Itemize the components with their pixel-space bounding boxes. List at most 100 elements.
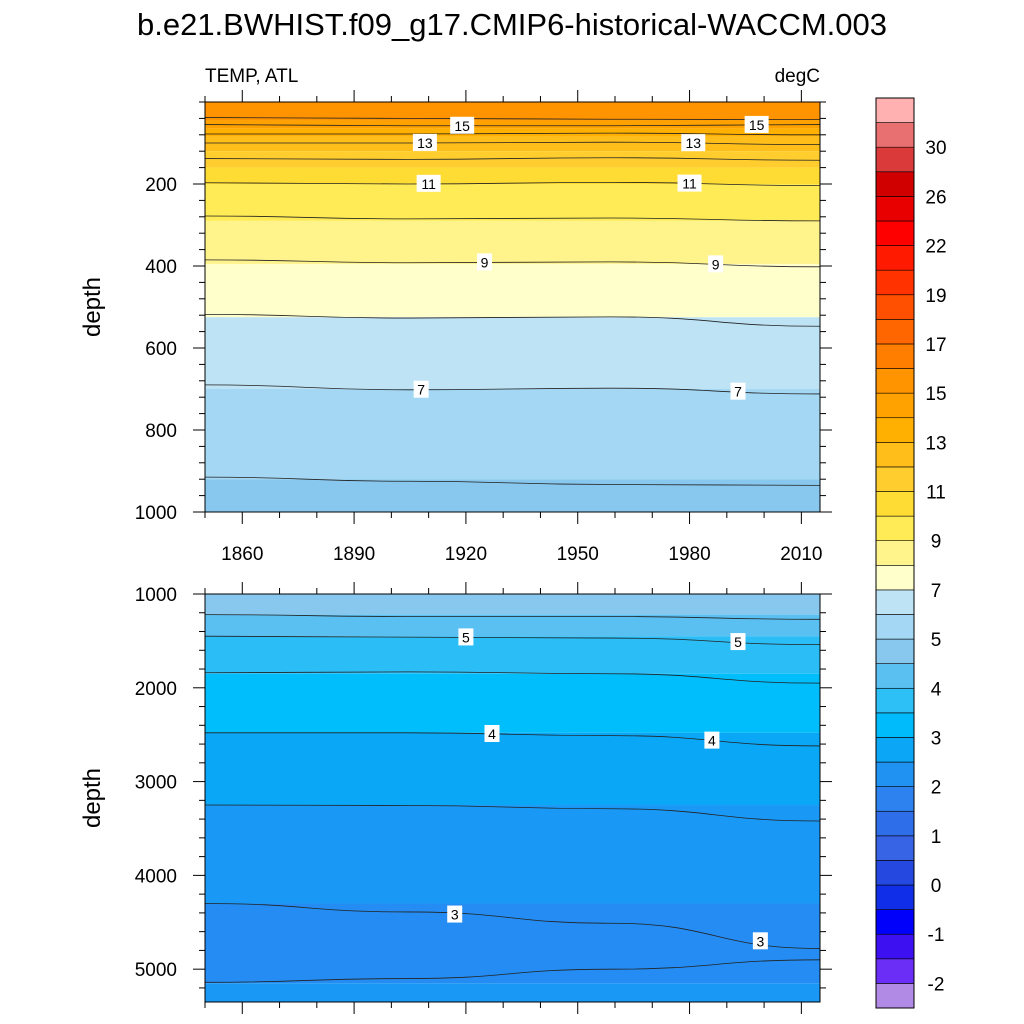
contour-label-1-5-1: 3 bbox=[756, 933, 764, 949]
y-tick-label: 600 bbox=[145, 339, 177, 360]
colorbar-swatch bbox=[875, 146, 915, 173]
contour-line-0-3 bbox=[205, 141, 820, 146]
contour-label-bg bbox=[477, 253, 493, 271]
colorbar-label: 0 bbox=[931, 876, 942, 897]
colorbar-swatch bbox=[875, 958, 915, 984]
colorbar-swatch bbox=[875, 564, 915, 591]
x-tick-label: 1920 bbox=[445, 544, 487, 565]
colorbar-swatch bbox=[875, 933, 915, 960]
contour-label-bg bbox=[458, 628, 474, 646]
contour-label-bg bbox=[681, 134, 706, 152]
y-tick-label: 800 bbox=[145, 421, 177, 442]
x-tick-label: 1890 bbox=[333, 544, 375, 565]
contour-label-bg bbox=[412, 133, 437, 151]
y-tick-label: 2000 bbox=[135, 679, 177, 700]
band-0-0 bbox=[205, 102, 820, 121]
band-0-4 bbox=[205, 151, 820, 168]
contour-line-0-5 bbox=[205, 181, 820, 187]
band-1-3 bbox=[205, 673, 820, 733]
contour-label-0-3-0: 13 bbox=[417, 135, 433, 151]
contour-label-bg bbox=[730, 633, 746, 651]
colorbar-label: 19 bbox=[925, 286, 946, 307]
contour-label-0-1-1: 15 bbox=[749, 117, 765, 133]
contour-line-1-5 bbox=[205, 903, 820, 949]
contour-line-1-2 bbox=[205, 671, 820, 684]
lower-panel: 5 5 4 4 3 3 1000 2000 3000 4000 5000 depth bbox=[79, 582, 832, 1014]
contour-line-1-6 bbox=[205, 959, 820, 983]
x-tick-label: 1980 bbox=[668, 544, 710, 565]
y-axis-label: depth bbox=[79, 277, 106, 337]
contour-label-0-3-1: 13 bbox=[685, 135, 701, 151]
colorbar-label: -1 bbox=[928, 925, 945, 946]
contour-label-0-9-1: 7 bbox=[734, 384, 742, 400]
figure-title: b.e21.BWHIST.f09_g17.CMIP6-historical-WA… bbox=[137, 7, 887, 42]
band-0-1 bbox=[205, 120, 820, 129]
y-tick-label: 3000 bbox=[135, 773, 177, 794]
contour-line-0-2 bbox=[205, 132, 820, 136]
contour-label-bg bbox=[413, 380, 429, 398]
contour-label-0-7-1: 9 bbox=[712, 256, 720, 272]
band-0-7 bbox=[205, 220, 820, 264]
contour-label-1-3-0: 4 bbox=[488, 726, 496, 742]
colorbar-swatch bbox=[875, 392, 915, 419]
colorbar-swatch bbox=[875, 442, 915, 468]
contour-label-bg bbox=[730, 382, 746, 400]
band-0-5 bbox=[205, 167, 820, 184]
contour-line-0-1 bbox=[205, 124, 820, 127]
contour-label-0-5-0: 11 bbox=[421, 176, 436, 192]
contour-label-bg bbox=[704, 731, 720, 749]
colorbar-label: 22 bbox=[925, 237, 946, 258]
units-subtitle: degC bbox=[775, 66, 820, 87]
contour-label-0-1-0: 15 bbox=[454, 118, 470, 134]
y-tick-label: 1000 bbox=[135, 585, 177, 606]
band-0-2 bbox=[205, 128, 820, 137]
colorbar-label: 9 bbox=[931, 532, 942, 553]
colorbar-swatch bbox=[875, 294, 915, 320]
colorbar-swatch bbox=[875, 122, 915, 148]
contour-label-0-9-0: 7 bbox=[417, 382, 425, 398]
band-0-11 bbox=[205, 479, 820, 512]
band-0-8 bbox=[205, 263, 820, 318]
colorbar-swatch bbox=[875, 638, 915, 664]
colorbar-swatch bbox=[875, 909, 915, 935]
y-axis-label: depth bbox=[79, 768, 106, 828]
y-tick-label: 5000 bbox=[135, 960, 177, 981]
colorbar: -2 -1 0 1 2 3 4 5 7 9 11 13 15 17 19 22 26 30 bbox=[875, 97, 947, 1009]
colorbar-swatch bbox=[875, 491, 915, 517]
colorbar-swatch bbox=[875, 737, 915, 763]
upper-panel: 15 15 13 13 11 11 9 9 7 7 200 400 600 800 1000 1860 1890… bbox=[79, 90, 832, 565]
colorbar-swatch bbox=[875, 319, 915, 345]
colorbar-label: 11 bbox=[926, 483, 946, 504]
contour-label-1-1-1: 5 bbox=[734, 634, 742, 650]
contour-line-0-0 bbox=[205, 117, 820, 121]
x-tick-label: 1950 bbox=[557, 544, 599, 565]
colorbar-swatch bbox=[875, 540, 915, 566]
band-0-6 bbox=[205, 184, 820, 221]
contour-line-0-8 bbox=[205, 313, 820, 327]
contour-label-bg bbox=[484, 724, 500, 742]
colorbar-swatch bbox=[875, 761, 915, 787]
contour-line-1-1 bbox=[205, 635, 820, 646]
contour-label-bg bbox=[450, 116, 475, 134]
colorbar-swatch bbox=[875, 589, 915, 615]
colorbar-label: 17 bbox=[925, 335, 946, 356]
colorbar-label: 13 bbox=[925, 433, 946, 454]
colorbar-swatch bbox=[875, 220, 915, 246]
contour-label-1-3-1: 4 bbox=[708, 733, 716, 749]
left-subtitle: TEMP, ATL bbox=[205, 66, 298, 87]
colorbar-swatch bbox=[875, 245, 915, 271]
colorbar-label: 26 bbox=[925, 187, 946, 208]
colorbar-swatch bbox=[875, 712, 915, 738]
contour-label-bg bbox=[752, 932, 768, 950]
contour-label-1-5-0: 3 bbox=[451, 907, 459, 923]
band-1-5 bbox=[205, 805, 820, 904]
colorbar-swatch bbox=[875, 835, 915, 861]
x-tick-label: 2010 bbox=[780, 544, 822, 565]
contour-label-bg bbox=[416, 174, 441, 192]
colorbar-swatch bbox=[875, 663, 915, 689]
colorbar-label: -2 bbox=[928, 974, 945, 995]
colorbar-swatch bbox=[875, 860, 915, 886]
colorbar-swatch bbox=[875, 196, 915, 222]
colorbar-label: 7 bbox=[931, 581, 942, 602]
